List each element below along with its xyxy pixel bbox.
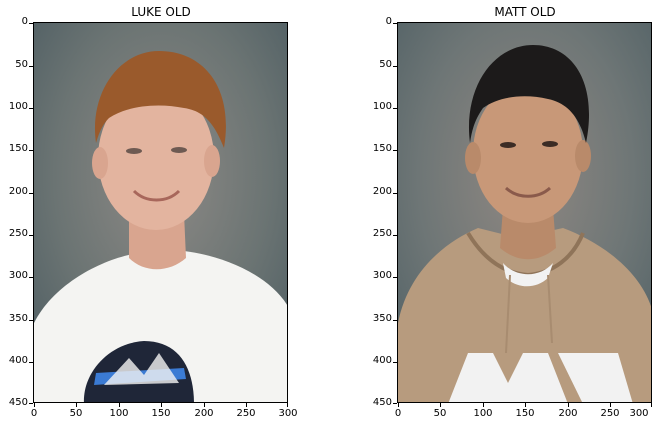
y-tick-label: 200 xyxy=(372,186,392,197)
y-tick-mark xyxy=(29,235,33,236)
x-tick-label: 300 xyxy=(629,408,649,419)
y-tick-mark xyxy=(29,403,33,404)
portrait-image xyxy=(397,22,652,403)
y-tick-mark xyxy=(29,362,33,363)
y-tick-label: 300 xyxy=(372,270,392,281)
y-tick-label: 150 xyxy=(372,143,392,154)
x-tick-label: 200 xyxy=(194,408,214,419)
x-tick-label: 50 xyxy=(69,408,83,419)
x-tick-label: 200 xyxy=(558,408,578,419)
y-tick-mark xyxy=(393,66,397,67)
y-tick-label: 50 xyxy=(379,59,392,70)
y-tick-mark xyxy=(29,320,33,321)
x-tick-mark xyxy=(204,403,205,407)
x-tick-mark xyxy=(287,403,288,407)
x-tick-mark xyxy=(440,403,441,407)
y-tick-mark xyxy=(393,403,397,404)
y-tick-label: 350 xyxy=(372,313,392,324)
y-tick-mark xyxy=(29,277,33,278)
y-tick-label: 400 xyxy=(8,355,28,366)
portrait-photo-luke xyxy=(34,23,287,402)
x-tick-label: 0 xyxy=(30,408,38,419)
x-tick-mark xyxy=(568,403,569,407)
x-tick-mark xyxy=(610,403,611,407)
y-tick-label: 250 xyxy=(8,228,28,239)
x-tick-mark xyxy=(119,403,120,407)
y-tick-mark xyxy=(29,66,33,67)
y-tick-mark xyxy=(29,108,33,109)
y-tick-label: 450 xyxy=(8,397,28,408)
x-tick-mark xyxy=(34,403,35,407)
y-tick-mark xyxy=(29,23,33,24)
x-tick-mark xyxy=(525,403,526,407)
x-tick-label: 250 xyxy=(236,408,256,419)
y-tick-mark xyxy=(29,193,33,194)
y-tick-label: 0 xyxy=(21,16,28,27)
y-tick-label: 450 xyxy=(372,397,392,408)
y-tick-mark xyxy=(393,277,397,278)
x-tick-mark xyxy=(651,403,652,407)
x-tick-label: 0 xyxy=(394,408,402,419)
x-tick-label: 100 xyxy=(473,408,493,419)
y-tick-label: 0 xyxy=(385,16,392,27)
x-tick-mark xyxy=(246,403,247,407)
y-tick-label: 400 xyxy=(372,355,392,366)
x-tick-label: 50 xyxy=(433,408,447,419)
y-tick-mark xyxy=(393,150,397,151)
x-tick-mark xyxy=(483,403,484,407)
x-tick-label: 250 xyxy=(600,408,620,419)
y-tick-label: 350 xyxy=(8,313,28,324)
x-tick-mark xyxy=(76,403,77,407)
x-tick-mark xyxy=(161,403,162,407)
x-tick-label: 150 xyxy=(151,408,171,419)
y-tick-mark xyxy=(393,235,397,236)
portrait-image xyxy=(33,22,288,403)
x-tick-label: 100 xyxy=(109,408,129,419)
x-tick-label: 300 xyxy=(278,408,298,419)
portrait-photo-matt xyxy=(398,23,651,402)
y-tick-label: 250 xyxy=(372,228,392,239)
y-tick-mark xyxy=(393,108,397,109)
y-tick-label: 100 xyxy=(8,101,28,112)
y-tick-mark xyxy=(29,150,33,151)
subplot-title: MATT OLD xyxy=(494,5,556,19)
y-tick-mark xyxy=(393,23,397,24)
y-tick-label: 300 xyxy=(8,270,28,281)
y-tick-mark xyxy=(393,193,397,194)
y-tick-label: 50 xyxy=(15,59,28,70)
y-tick-label: 100 xyxy=(372,101,392,112)
x-tick-label: 150 xyxy=(515,408,535,419)
y-tick-label: 200 xyxy=(8,186,28,197)
subplot-title: LUKE OLD xyxy=(131,5,191,19)
y-tick-label: 150 xyxy=(8,143,28,154)
y-tick-mark xyxy=(393,320,397,321)
y-tick-mark xyxy=(393,362,397,363)
x-tick-mark xyxy=(398,403,399,407)
